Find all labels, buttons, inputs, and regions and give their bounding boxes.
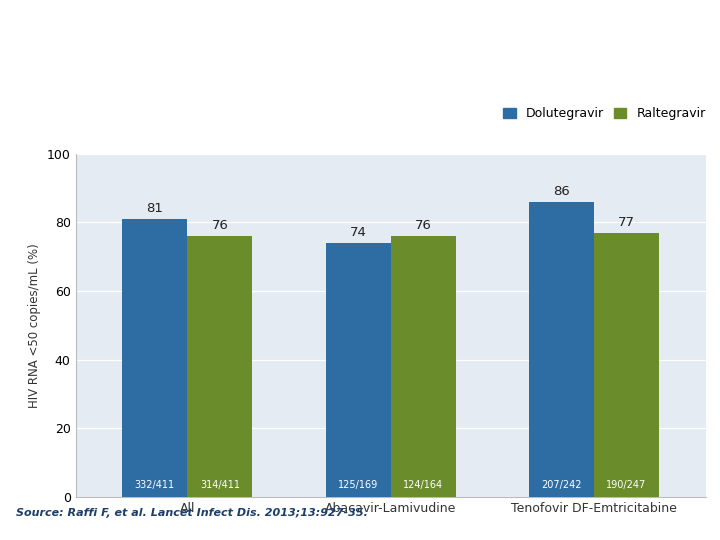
Text: 332/411: 332/411	[135, 480, 175, 490]
Text: 86: 86	[553, 185, 570, 198]
Bar	[122, 219, 187, 497]
Text: 314/411: 314/411	[200, 480, 240, 490]
Bar	[187, 236, 253, 497]
Bar	[528, 202, 594, 497]
Text: 124/164: 124/164	[403, 480, 444, 490]
Text: SPRING-2 (Week 96): Results: SPRING-2 (Week 96): Results	[16, 65, 357, 85]
Text: Dolutegravir + 2 NRTIs versus Raltegravir + 2 NRTIs: Dolutegravir + 2 NRTIs versus Raltegravi…	[16, 23, 436, 37]
Text: 190/247: 190/247	[606, 480, 647, 490]
Text: 81: 81	[146, 202, 163, 215]
Y-axis label: HIV RNA <50 copies/mL (%): HIV RNA <50 copies/mL (%)	[28, 243, 41, 408]
Text: 207/242: 207/242	[541, 480, 582, 490]
Bar	[325, 243, 391, 497]
Text: Week 96 Virologic Response: Background Dual NRTI Therapy: Week 96 Virologic Response: Background D…	[16, 127, 518, 143]
Text: Source: Raffi F, et al. Lancet Infect Dis. 2013;13:927-35.: Source: Raffi F, et al. Lancet Infect Di…	[16, 508, 368, 518]
Text: 125/169: 125/169	[338, 480, 378, 490]
Text: 74: 74	[350, 226, 366, 239]
Bar	[391, 236, 456, 497]
Text: 76: 76	[415, 219, 431, 232]
Bar	[594, 233, 659, 497]
Text: 76: 76	[212, 219, 228, 232]
Legend: Dolutegravir, Raltegravir: Dolutegravir, Raltegravir	[503, 107, 706, 120]
Text: 77: 77	[618, 215, 635, 228]
